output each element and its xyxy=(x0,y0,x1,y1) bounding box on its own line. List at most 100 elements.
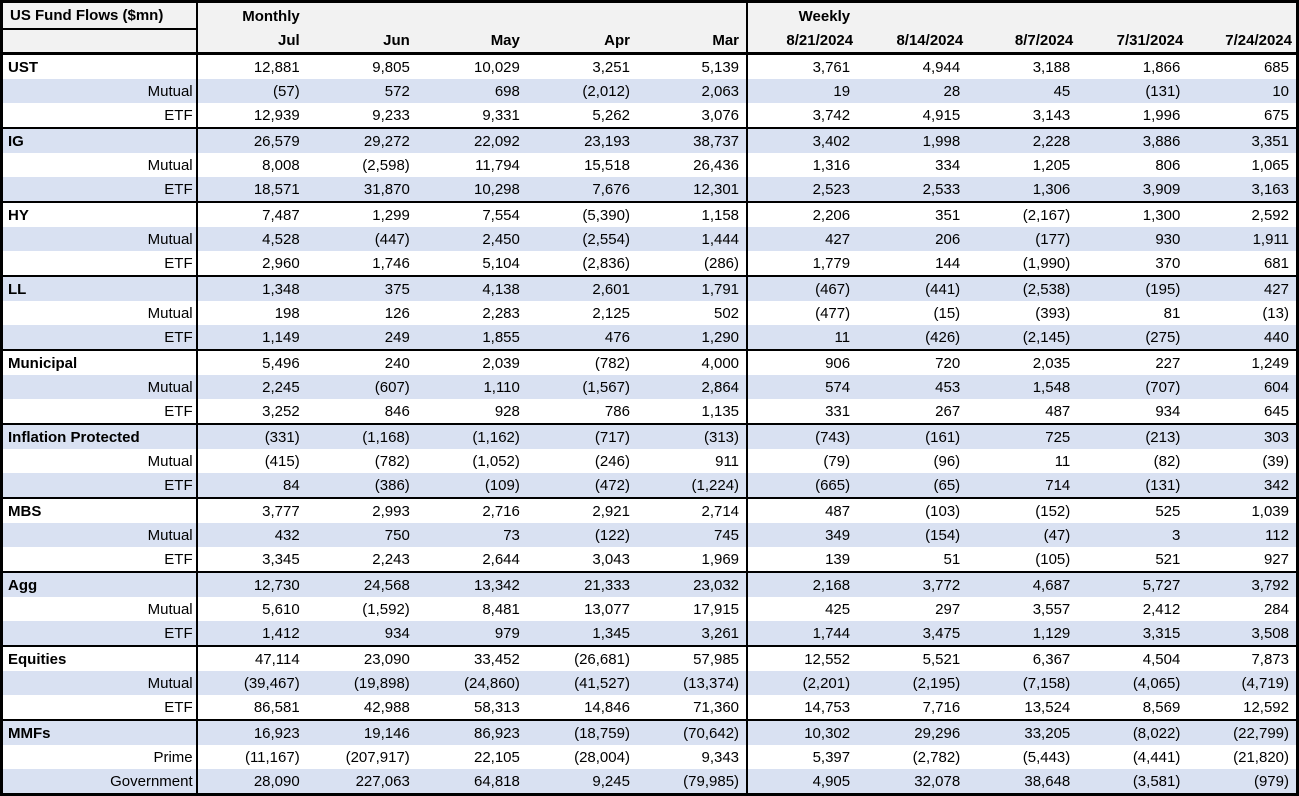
weekly-value-cell: 13,524 xyxy=(967,695,1078,720)
monthly-value-cell: 240 xyxy=(306,349,417,375)
weekly-value-cell: (65) xyxy=(857,473,968,498)
monthly-value-cell: 15,518 xyxy=(526,153,637,177)
weekly-value-cell: 1,306 xyxy=(967,177,1078,202)
monthly-value-cell: (717) xyxy=(526,423,637,449)
weekly-value-cell: 930 xyxy=(1077,227,1188,251)
monthly-value-cell: 928 xyxy=(416,399,527,424)
monthly-value-cell: 1,412 xyxy=(195,621,307,646)
row-label: ETF xyxy=(1,695,197,720)
weekly-value-cell: 4,905 xyxy=(746,769,858,795)
monthly-value-cell: 502 xyxy=(636,301,748,325)
weekly-value-cell: 3,761 xyxy=(746,53,858,79)
weekly-value-cell: 574 xyxy=(746,375,858,399)
weekly-value-cell: 675 xyxy=(1187,103,1298,128)
row-label: LL xyxy=(1,275,197,301)
row-label: Mutual xyxy=(1,597,197,621)
row-label: ETF xyxy=(1,177,197,202)
weekly-value-cell: 28 xyxy=(857,79,968,103)
monthly-value-cell: 31,870 xyxy=(306,177,417,202)
table-row: ETF 1,149 249 1,855 476 1,290 11 (426) (2,145) (2… xyxy=(1,325,1298,350)
monthly-value-cell: 33,452 xyxy=(416,645,527,671)
monthly-value-cell: 3,777 xyxy=(195,497,307,523)
monthly-value-cell: (472) xyxy=(526,473,637,498)
weekly-value-cell: 1,065 xyxy=(1187,153,1298,177)
monthly-value-cell: 1,855 xyxy=(416,325,527,350)
weekly-value-cell: 51 xyxy=(857,547,968,572)
weekly-section-spacer xyxy=(857,1,1298,29)
weekly-value-cell: 3,508 xyxy=(1187,621,1298,646)
monthly-value-cell: 2,864 xyxy=(636,375,748,399)
monthly-value-cell: (207,917) xyxy=(306,745,417,769)
weekly-value-cell: 1,996 xyxy=(1077,103,1188,128)
monthly-value-cell: 3,252 xyxy=(195,399,307,424)
weekly-value-cell: (47) xyxy=(967,523,1078,547)
weekly-value-cell: (2,195) xyxy=(857,671,968,695)
monthly-value-cell: 8,008 xyxy=(195,153,307,177)
monthly-value-cell: 16,923 xyxy=(195,719,307,745)
monthly-value-cell: 2,245 xyxy=(195,375,307,399)
weekly-value-cell: 2,168 xyxy=(746,571,858,597)
month-column-header: Jul xyxy=(195,29,307,55)
weekly-value-cell: (152) xyxy=(967,497,1078,523)
weekly-value-cell: 1,866 xyxy=(1077,53,1188,79)
monthly-value-cell: 1,110 xyxy=(416,375,527,399)
monthly-value-cell: 745 xyxy=(636,523,748,547)
monthly-value-cell: 22,105 xyxy=(416,745,527,769)
table-row: Agg 12,730 24,568 13,342 21,333 23,032 2,168 3,… xyxy=(1,571,1298,597)
weekly-value-cell: (2,167) xyxy=(967,201,1078,227)
weekly-value-cell: (213) xyxy=(1077,423,1188,449)
table-row: MBS 3,777 2,993 2,716 2,921 2,714 487 (103) (152… xyxy=(1,497,1298,523)
monthly-value-cell: 12,881 xyxy=(195,53,307,79)
weekly-value-cell: 351 xyxy=(857,201,968,227)
monthly-value-cell: (5,390) xyxy=(526,201,637,227)
monthly-value-cell: 22,092 xyxy=(416,127,527,153)
row-label: Mutual xyxy=(1,301,197,325)
weekly-value-cell: 227 xyxy=(1077,349,1188,375)
monthly-value-cell: 26,579 xyxy=(195,127,307,153)
monthly-value-cell: 698 xyxy=(416,79,527,103)
weekly-value-cell: 7,873 xyxy=(1187,645,1298,671)
weekly-value-cell: 3,909 xyxy=(1077,177,1188,202)
monthly-value-cell: 24,568 xyxy=(306,571,417,597)
weekly-value-cell: (426) xyxy=(857,325,968,350)
weekly-value-cell: 12,552 xyxy=(746,645,858,671)
table-row: ETF 84 (386) (109) (472) (1,224) (665) (65) 714(… xyxy=(1,473,1298,498)
weekly-value-cell: 1,779 xyxy=(746,251,858,276)
monthly-value-cell: (13,374) xyxy=(636,671,748,695)
table-row: Municipal 5,496 240 2,039 (782) 4,000 906 720 2,… xyxy=(1,349,1298,375)
weekly-value-cell: 5,521 xyxy=(857,645,968,671)
weekly-value-cell: 1,548 xyxy=(967,375,1078,399)
weekly-value-cell: (4,719) xyxy=(1187,671,1298,695)
monthly-value-cell: 13,342 xyxy=(416,571,527,597)
monthly-value-cell: 86,581 xyxy=(195,695,307,720)
monthly-value-cell: 23,032 xyxy=(636,571,748,597)
monthly-value-cell: 7,554 xyxy=(416,201,527,227)
table-row: ETF 86,581 42,988 58,313 14,846 71,360 14,753 7… xyxy=(1,695,1298,720)
monthly-value-cell: 3,076 xyxy=(636,103,748,128)
monthly-value-cell: 10,298 xyxy=(416,177,527,202)
monthly-value-cell: 126 xyxy=(306,301,417,325)
weekly-value-cell: 33,205 xyxy=(967,719,1078,745)
weekly-value-cell: 10,302 xyxy=(746,719,858,745)
weekly-value-cell: 297 xyxy=(857,597,968,621)
monthly-value-cell: 198 xyxy=(195,301,307,325)
row-label: Mutual xyxy=(1,523,197,547)
weekly-value-cell: 3,557 xyxy=(967,597,1078,621)
table-row: LL 1,348 375 4,138 2,601 1,791 (467) (441) (2,53… xyxy=(1,275,1298,301)
monthly-value-cell: 5,262 xyxy=(526,103,637,128)
monthly-value-cell: (19,898) xyxy=(306,671,417,695)
weekly-value-cell: 3,163 xyxy=(1187,177,1298,202)
monthly-value-cell: 3,345 xyxy=(195,547,307,572)
weekly-value-cell: 1,205 xyxy=(967,153,1078,177)
weekly-value-cell: 7,716 xyxy=(857,695,968,720)
weekly-value-cell: (2,782) xyxy=(857,745,968,769)
weekly-value-cell: 3,143 xyxy=(967,103,1078,128)
monthly-value-cell: 7,487 xyxy=(195,201,307,227)
monthly-value-cell: 17,915 xyxy=(636,597,748,621)
monthly-value-cell: 5,610 xyxy=(195,597,307,621)
weekly-value-cell: (131) xyxy=(1077,473,1188,498)
table-row: ETF 1,412 934 979 1,345 3,261 1,744 3,475 1,129 3… xyxy=(1,621,1298,646)
monthly-value-cell: (1,224) xyxy=(636,473,748,498)
row-label: Mutual xyxy=(1,671,197,695)
